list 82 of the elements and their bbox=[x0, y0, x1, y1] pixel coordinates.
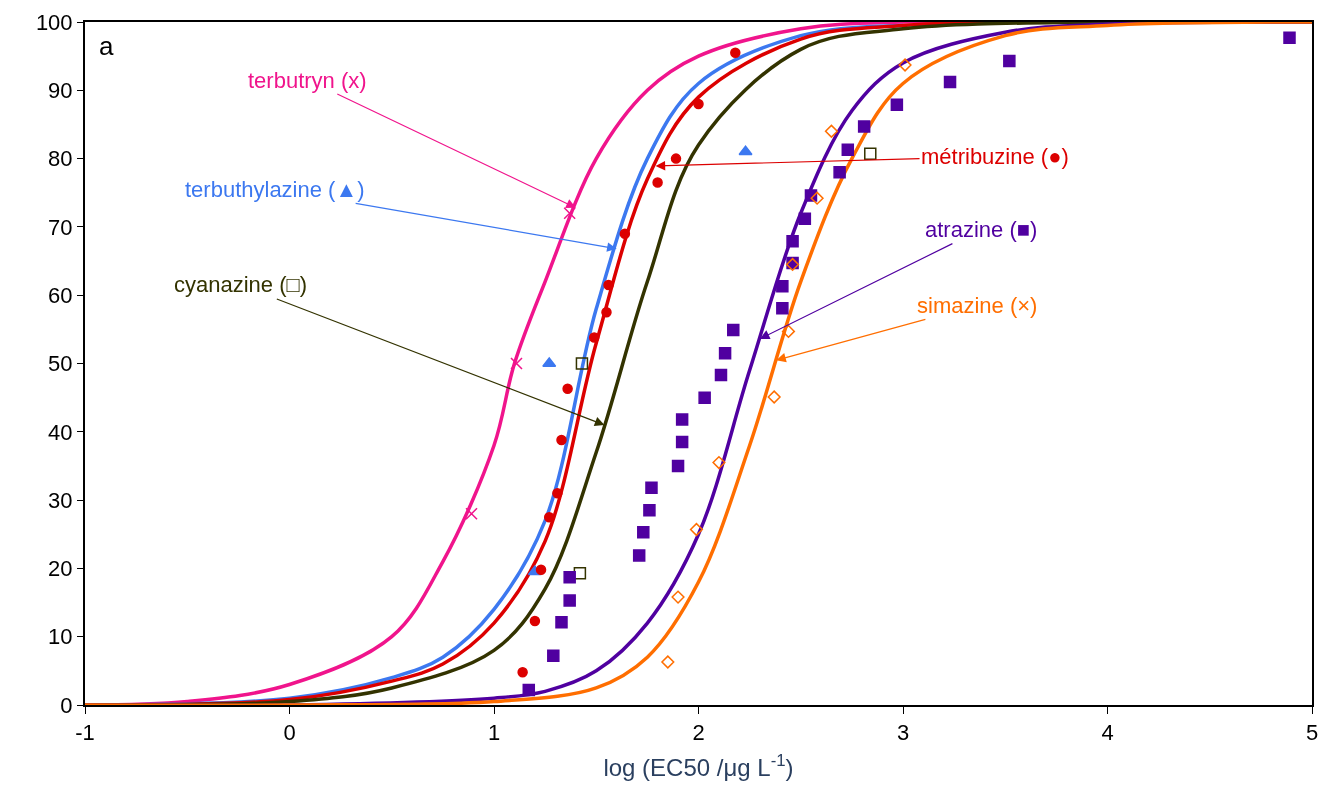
point bbox=[547, 649, 560, 663]
text: atrazine (■) bbox=[925, 217, 1038, 242]
point bbox=[529, 615, 541, 627]
y-tick-label: 30 bbox=[48, 487, 73, 513]
point bbox=[552, 488, 563, 499]
x-tick-label: 4 bbox=[1101, 720, 1114, 746]
point bbox=[556, 434, 567, 446]
point bbox=[562, 383, 573, 395]
point bbox=[898, 58, 912, 72]
point bbox=[798, 212, 812, 225]
point bbox=[776, 280, 789, 293]
point bbox=[522, 683, 536, 697]
point bbox=[671, 459, 685, 473]
x-tick-label: 1 bbox=[487, 720, 501, 746]
point bbox=[693, 98, 704, 110]
point bbox=[857, 120, 871, 133]
text: terbuthylazine (▲) bbox=[185, 177, 365, 202]
point bbox=[689, 522, 704, 537]
text: simazine (×) bbox=[917, 293, 1038, 318]
x-tick-label: 3 bbox=[896, 720, 910, 746]
point bbox=[727, 323, 740, 337]
point bbox=[643, 504, 656, 517]
point bbox=[603, 279, 614, 291]
x-tick-label: 5 bbox=[1305, 720, 1319, 746]
point bbox=[510, 357, 523, 370]
point bbox=[776, 301, 789, 315]
y-tick-label: 60 bbox=[48, 282, 73, 308]
text: terbutryn (x) bbox=[248, 68, 367, 93]
point bbox=[767, 390, 781, 404]
point bbox=[738, 145, 753, 156]
point bbox=[781, 324, 796, 338]
y-tick-label: 100 bbox=[35, 9, 73, 35]
point bbox=[890, 98, 904, 111]
point bbox=[712, 455, 726, 470]
point bbox=[661, 655, 675, 669]
x-axis-title: log (EC50 /μg L$^{-1}$) bbox=[603, 751, 794, 782]
point bbox=[563, 594, 576, 607]
point bbox=[645, 481, 658, 495]
x-tick-label: 2 bbox=[692, 720, 705, 746]
y-tick-label: 10 bbox=[48, 624, 73, 650]
point bbox=[943, 75, 957, 89]
point bbox=[601, 307, 612, 318]
point bbox=[671, 590, 685, 604]
point bbox=[714, 368, 728, 382]
point bbox=[810, 191, 824, 205]
y-tick-label: 50 bbox=[48, 351, 73, 377]
point bbox=[698, 391, 711, 404]
point bbox=[465, 507, 478, 521]
point bbox=[841, 143, 855, 156]
y-tick-label: 90 bbox=[48, 78, 73, 103]
point bbox=[575, 357, 589, 370]
point bbox=[555, 616, 568, 629]
point bbox=[619, 228, 631, 239]
y-tick-label: 40 bbox=[48, 419, 73, 445]
y-tick-label: 80 bbox=[48, 146, 73, 172]
point bbox=[563, 206, 576, 220]
y-tick-label: 0 bbox=[60, 692, 73, 718]
point bbox=[563, 571, 576, 584]
point bbox=[718, 347, 732, 360]
point bbox=[1003, 54, 1016, 68]
y-tick-label: 70 bbox=[48, 214, 73, 240]
point bbox=[535, 564, 547, 576]
point bbox=[588, 332, 600, 343]
annotation: a bbox=[99, 31, 114, 61]
text: cyanazine (□) bbox=[174, 272, 308, 297]
text: métribuzine (●) bbox=[921, 144, 1069, 169]
point bbox=[675, 413, 689, 426]
point bbox=[675, 435, 689, 449]
point bbox=[670, 153, 682, 164]
y-tick-label: 20 bbox=[48, 556, 73, 582]
point bbox=[573, 566, 587, 580]
point bbox=[637, 525, 650, 539]
point bbox=[652, 177, 663, 188]
point bbox=[517, 666, 528, 678]
point bbox=[1283, 31, 1296, 44]
point bbox=[824, 124, 839, 138]
point bbox=[786, 234, 799, 248]
x-tick-label: 0 bbox=[283, 720, 296, 746]
x-tick-label: -1 bbox=[75, 720, 95, 746]
point bbox=[833, 166, 846, 179]
point bbox=[730, 47, 741, 58]
point bbox=[632, 549, 646, 562]
